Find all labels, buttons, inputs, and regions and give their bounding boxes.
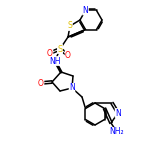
Text: N: N: [69, 84, 75, 93]
Text: O: O: [38, 78, 44, 87]
Text: O: O: [65, 51, 71, 60]
Text: N: N: [83, 6, 88, 15]
Text: S: S: [57, 45, 63, 54]
Text: N: N: [115, 108, 121, 117]
Text: S: S: [68, 21, 72, 30]
Text: O: O: [47, 48, 53, 57]
Text: NH₂: NH₂: [110, 128, 124, 136]
Text: NH: NH: [49, 57, 61, 66]
